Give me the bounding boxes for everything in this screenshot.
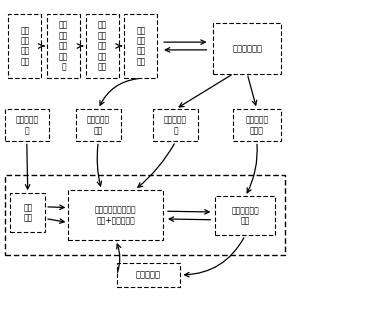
- Text: 路径约束条
件: 路径约束条 件: [164, 116, 187, 135]
- Text: 全局
超级
块支
配图: 全局 超级 块支 配图: [136, 26, 146, 66]
- Bar: [153, 109, 198, 141]
- Bar: [86, 14, 119, 78]
- Text: 函数
支配
图生
成模
块: 函数 支配 图生 成模 块: [59, 21, 68, 71]
- Text: 超级
块支
配图
生成
模块: 超级 块支 配图 生成 模块: [97, 21, 107, 71]
- Bar: [233, 109, 281, 141]
- Text: 基本块覆盖
信息: 基本块覆盖 信息: [87, 116, 110, 135]
- Text: 混合执行模块（实际
执行+符号执行）: 混合执行模块（实际 执行+符号执行）: [95, 205, 137, 225]
- Text: 插装
模块: 插装 模块: [23, 203, 32, 222]
- Bar: [125, 14, 157, 78]
- Bar: [213, 23, 281, 73]
- Bar: [76, 109, 121, 141]
- Text: 初始测试用
例: 初始测试用 例: [15, 116, 38, 135]
- Text: 约束条件求解
模块: 约束条件求解 模块: [231, 206, 259, 226]
- Text: 控制
流图
生成
模块: 控制 流图 生成 模块: [20, 26, 29, 66]
- Bar: [215, 197, 275, 235]
- Text: 预测路径约
束条件: 预测路径约 束条件: [245, 116, 268, 135]
- Text: 新测试用例: 新测试用例: [136, 270, 161, 280]
- Bar: [47, 14, 80, 78]
- Bar: [5, 109, 49, 141]
- Bar: [10, 193, 45, 232]
- Bar: [68, 190, 163, 240]
- Bar: [5, 176, 285, 255]
- Bar: [117, 263, 180, 287]
- Text: 路径选择模块: 路径选择模块: [232, 44, 262, 53]
- Bar: [9, 14, 41, 78]
